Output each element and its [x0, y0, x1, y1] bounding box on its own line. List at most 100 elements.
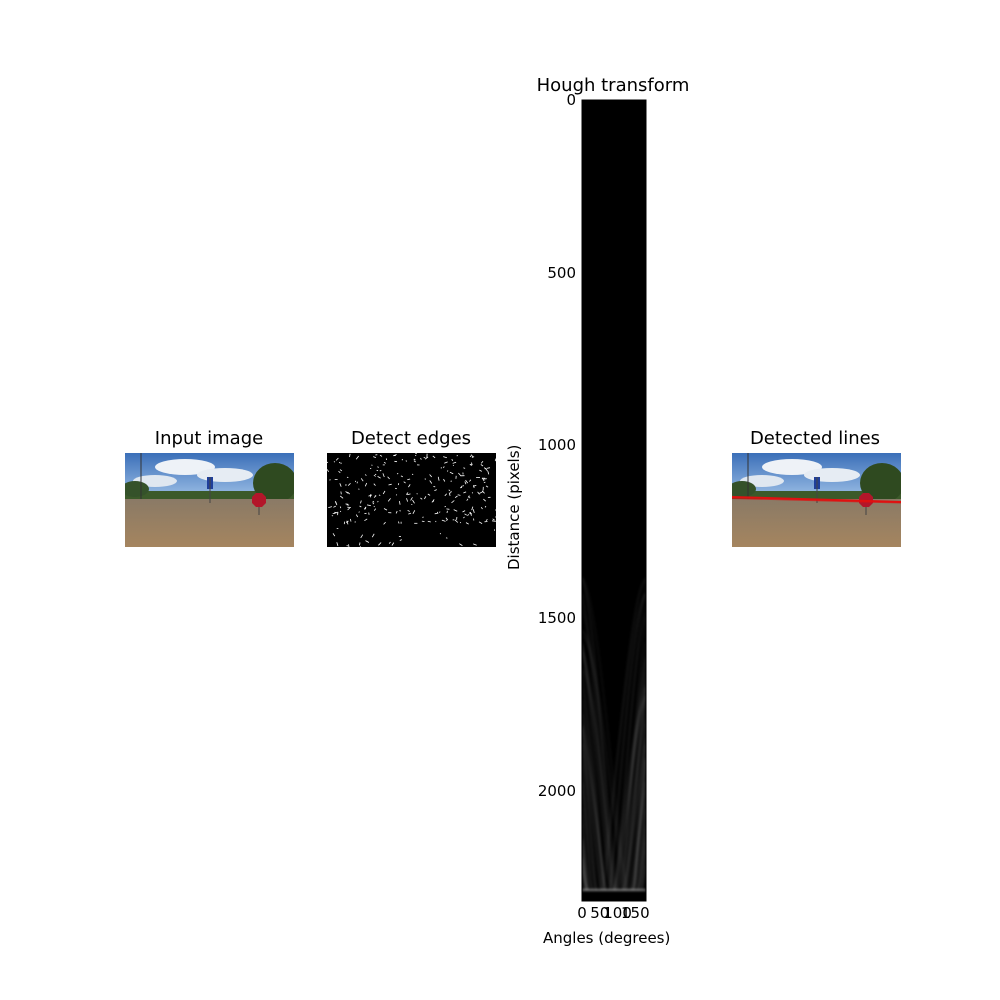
- edge-segment: [395, 488, 397, 489]
- edge-segment: [372, 501, 374, 502]
- edge-segment: [350, 454, 351, 457]
- edge-segment: [340, 507, 341, 509]
- edge-segment: [433, 456, 435, 458]
- edge-segment: [356, 456, 359, 459]
- edge-segment: [383, 491, 385, 494]
- input-image: [125, 453, 294, 547]
- edge-segment: [378, 466, 379, 467]
- edge-segment: [430, 481, 432, 484]
- edge-segment: [463, 511, 466, 512]
- edge-segment: [469, 480, 470, 482]
- edge-segment: [450, 472, 453, 473]
- edge-segment: [430, 475, 432, 478]
- y-axis-label: Distance (pixels): [505, 445, 523, 570]
- edge-segment: [481, 461, 483, 463]
- edge-segment: [415, 453, 417, 454]
- edge-segment: [493, 519, 495, 520]
- edge-segment: [400, 540, 402, 541]
- edge-segment: [474, 485, 475, 488]
- edge-segment: [333, 533, 335, 536]
- edge-segment: [378, 476, 381, 478]
- edge-segment: [407, 479, 410, 480]
- edge-segment: [453, 462, 456, 463]
- detected-photo-drawing: [732, 453, 901, 547]
- edge-segment: [360, 543, 361, 546]
- edge-segment: [458, 495, 461, 496]
- edge-segment: [428, 494, 430, 495]
- edge-segment: [350, 519, 351, 522]
- edge-segment: [453, 465, 454, 466]
- edge-segment: [411, 504, 412, 505]
- edge-segment: [369, 495, 372, 496]
- edge-segment: [473, 544, 477, 545]
- edge-segment: [478, 492, 480, 495]
- edge-segment: [495, 517, 496, 518]
- edge-segment: [422, 521, 425, 522]
- edge-segment: [392, 543, 394, 546]
- edge-segment: [423, 517, 424, 518]
- edge-segment: [380, 470, 382, 471]
- edge-segment: [414, 461, 416, 462]
- edge-segment: [365, 483, 366, 486]
- y-tick-label: 500: [547, 264, 576, 282]
- edge-segment: [366, 541, 369, 543]
- edge-segment: [360, 546, 361, 547]
- edge-segment: [451, 491, 452, 493]
- edge-segment: [486, 519, 487, 521]
- edge-segment: [397, 473, 398, 474]
- edge-segment: [465, 482, 466, 485]
- detected-lines-title: Detected lines: [750, 428, 880, 449]
- edge-segment: [336, 458, 338, 460]
- edge-segment: [447, 471, 448, 472]
- edge-segment: [373, 503, 374, 505]
- detected-lines-image: [732, 453, 901, 547]
- edge-segment: [348, 483, 350, 485]
- edge-segment: [463, 492, 466, 493]
- edge-segment: [413, 500, 415, 503]
- edge-segment: [389, 484, 392, 485]
- edge-segment: [492, 521, 496, 522]
- edge-segment: [440, 533, 441, 534]
- edge-segment: [442, 520, 446, 521]
- x-tick-label: 0: [577, 904, 587, 922]
- edge-segment: [485, 467, 486, 469]
- edge-segment: [446, 520, 447, 521]
- edge-segment: [466, 480, 468, 483]
- edge-segment: [364, 519, 367, 521]
- edge-segment: [446, 538, 447, 539]
- edge-segment: [384, 462, 386, 463]
- edge-segment: [340, 496, 343, 498]
- edges-drawing: [327, 453, 496, 547]
- edge-segment: [484, 482, 486, 483]
- edge-segment: [413, 510, 415, 514]
- edge-segment: [359, 512, 360, 513]
- edge-segment: [408, 484, 410, 487]
- edge-segment: [388, 498, 390, 501]
- edge-segment: [378, 501, 379, 502]
- edge-segment: [407, 494, 410, 495]
- input-photo-drawing: [125, 453, 294, 547]
- input-image-title: Input image: [155, 428, 263, 449]
- edge-segment: [465, 514, 467, 515]
- edge-segment: [445, 494, 447, 496]
- edge-segment: [360, 506, 362, 507]
- edge-segment: [480, 492, 483, 494]
- edge-segment: [472, 457, 474, 458]
- y-tick-label: 1500: [538, 609, 576, 627]
- edge-segment: [438, 477, 439, 481]
- edge-segment: [479, 470, 481, 471]
- edge-segment: [454, 510, 458, 512]
- edge-segment: [399, 501, 400, 505]
- edge-segment: [340, 511, 341, 512]
- edge-segment: [328, 507, 332, 508]
- edge-segment: [414, 459, 416, 460]
- edge-segment: [424, 496, 426, 499]
- edge-segment: [396, 511, 397, 513]
- edge-segment: [374, 509, 375, 511]
- edge-segment: [383, 473, 384, 477]
- edge-segment: [349, 544, 350, 547]
- edge-segment: [486, 486, 488, 487]
- edge-segment: [468, 496, 469, 498]
- edge-segment: [408, 510, 410, 511]
- edge-segment: [411, 497, 413, 500]
